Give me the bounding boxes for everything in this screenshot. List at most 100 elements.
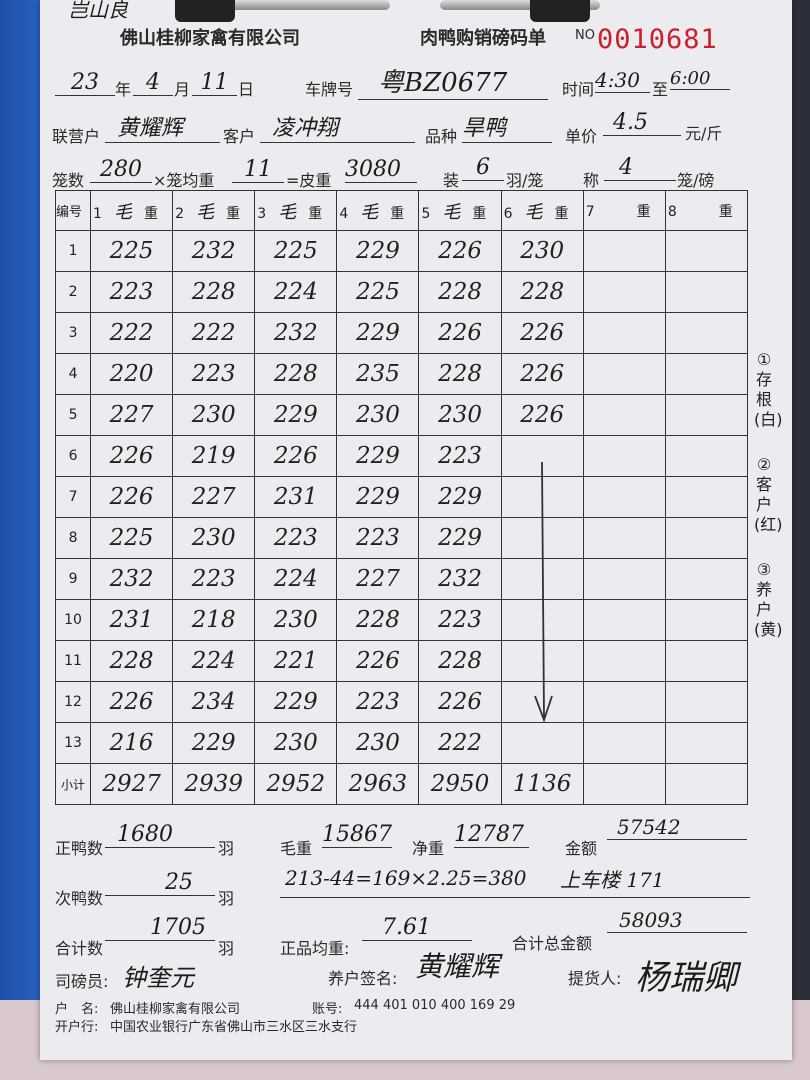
table-row: 4 220 223 228 235 228 226 bbox=[54, 353, 749, 395]
column-handwritten: 毛 bbox=[278, 201, 297, 223]
second-count-label: 次鸭数 bbox=[55, 889, 104, 908]
weight-cell: 232 bbox=[418, 558, 502, 600]
table-row: 11 228 224 221 226 228 bbox=[54, 640, 749, 682]
table-row: 6 226 219 226 229 223 bbox=[54, 435, 749, 477]
weight-cell: 228 bbox=[172, 271, 256, 313]
weight-cell bbox=[664, 599, 749, 641]
subtotal-label: 小计 bbox=[54, 763, 92, 805]
weigh-value: 4 bbox=[604, 155, 676, 181]
row-number: 1 bbox=[54, 230, 92, 272]
weight-cell bbox=[582, 640, 666, 682]
serial-number: 0010681 bbox=[597, 24, 718, 55]
month-label: 月 bbox=[174, 80, 191, 99]
weight-cell: 224 bbox=[172, 640, 256, 682]
amount-label: 金额 bbox=[565, 839, 598, 858]
copy-note: ②客户(红) bbox=[754, 455, 783, 534]
grand-total: 58093 bbox=[607, 908, 747, 933]
weight-cell bbox=[582, 681, 666, 723]
weight-cell: 232 bbox=[254, 312, 338, 354]
weigher-label: 司磅员: bbox=[55, 972, 109, 991]
weight-cell bbox=[582, 394, 666, 436]
pack-unit: 羽/笼 bbox=[506, 171, 544, 190]
customer-label: 客户 bbox=[223, 127, 256, 146]
weighing-slip: 岂山良 佛山桂柳家禽有限公司 肉鸭购销磅码单 NO 0010681 23 年 4… bbox=[40, 0, 792, 1060]
year-value: 23 bbox=[55, 70, 115, 96]
column-number: 8 bbox=[667, 203, 677, 220]
row-number: 6 bbox=[54, 435, 92, 477]
weight-cell: 230 bbox=[418, 394, 502, 436]
weight-cell: 223 bbox=[336, 517, 420, 559]
gross-label: 毛重 bbox=[280, 839, 313, 858]
column-suffix: 重 bbox=[636, 203, 651, 220]
weight-cell bbox=[664, 476, 749, 518]
weight-cell: 220 bbox=[90, 353, 174, 395]
weight-cell: 226 bbox=[90, 435, 174, 477]
weight-cell: 227 bbox=[172, 476, 256, 518]
table-row: 7 226 227 231 229 229 bbox=[54, 476, 749, 518]
row-number: 4 bbox=[54, 353, 92, 395]
column-suffix: 重 bbox=[143, 205, 158, 222]
note-line bbox=[280, 868, 750, 898]
cages-label: 笼数 bbox=[52, 171, 85, 190]
weight-cell: 223 bbox=[418, 435, 502, 477]
binder-ring bbox=[175, 0, 235, 22]
table-row: 10 231 218 230 228 223 bbox=[54, 599, 749, 641]
form-title: 肉鸭购销磅码单 bbox=[420, 28, 546, 49]
column-number: 4 bbox=[339, 205, 349, 222]
column-number: 3 bbox=[257, 205, 267, 222]
weight-cell bbox=[582, 722, 666, 764]
weight-cell: 229 bbox=[254, 681, 338, 723]
weight-cell: 223 bbox=[254, 517, 338, 559]
weight-cell: 223 bbox=[336, 681, 420, 723]
weight-cell: 232 bbox=[172, 230, 256, 272]
second-unit: 羽 bbox=[218, 889, 235, 908]
copy-note: ③养户(黄) bbox=[754, 560, 783, 639]
clipboard bbox=[0, 0, 46, 1000]
weight-cell: 228 bbox=[90, 640, 174, 682]
account-number: 444 401 010 400 169 29 bbox=[354, 998, 516, 1013]
company-name: 佛山桂柳家禽有限公司 bbox=[120, 28, 300, 49]
customer-value: 凌冲翔 bbox=[260, 110, 415, 143]
weight-cell: 228 bbox=[418, 271, 502, 313]
weight-cell bbox=[582, 353, 666, 395]
plate-value: 粤BZ0677 bbox=[358, 62, 548, 100]
column-number: 2 bbox=[175, 205, 185, 222]
clip-rod bbox=[440, 0, 600, 10]
weight-cell: 221 bbox=[254, 640, 338, 682]
day-label: 日 bbox=[238, 80, 255, 99]
row-number: 10 bbox=[54, 599, 92, 641]
row-number: 3 bbox=[54, 312, 92, 354]
weight-cell: 230 bbox=[336, 394, 420, 436]
column-suffix: 重 bbox=[308, 205, 323, 222]
weight-cell: 229 bbox=[336, 312, 420, 354]
weight-cell bbox=[582, 271, 666, 313]
weight-cell: 230 bbox=[336, 722, 420, 764]
subtotal-cell: 2927 bbox=[90, 763, 174, 805]
weight-cell: 228 bbox=[254, 353, 338, 395]
corner-note: 岂山良 bbox=[68, 0, 128, 22]
id-header: 编号 bbox=[54, 190, 92, 231]
weight-cell bbox=[664, 312, 749, 354]
weigh-label: 称 bbox=[583, 171, 600, 190]
amount-value: 57542 bbox=[607, 815, 747, 840]
weight-cell: 225 bbox=[336, 271, 420, 313]
weight-cell: 226 bbox=[90, 476, 174, 518]
weight-cell: 232 bbox=[90, 558, 174, 600]
weight-cell bbox=[664, 271, 749, 313]
bank-name: 中国农业银行广东省佛山市三水区三水支行 bbox=[110, 1020, 358, 1035]
weight-cell bbox=[664, 394, 749, 436]
column-suffix: 重 bbox=[226, 205, 241, 222]
table-row: 2 223 228 224 225 228 228 bbox=[54, 271, 749, 313]
row-number: 7 bbox=[54, 476, 92, 518]
column-suffix: 重 bbox=[390, 205, 405, 222]
breed-label: 品种 bbox=[425, 127, 458, 146]
total-count-label: 合计数 bbox=[55, 939, 104, 958]
row-number: 8 bbox=[54, 517, 92, 559]
weight-cell: 231 bbox=[90, 599, 174, 641]
row-number: 5 bbox=[54, 394, 92, 436]
table-row: 12 226 234 229 223 226 bbox=[54, 681, 749, 723]
column-handwritten: 毛 bbox=[360, 201, 379, 223]
account-name-label: 户 名: bbox=[55, 1002, 99, 1017]
avg-weight: 7.61 bbox=[362, 915, 472, 941]
weight-cell: 219 bbox=[172, 435, 256, 477]
